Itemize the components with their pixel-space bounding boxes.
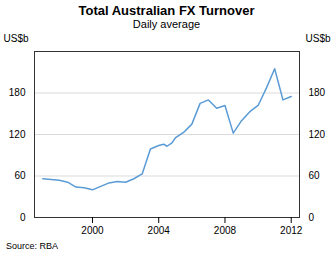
svg-text:2000: 2000	[81, 225, 104, 236]
svg-text:120: 120	[309, 129, 326, 140]
svg-text:60: 60	[14, 170, 26, 181]
html-text:Source: RBA: Source: RBA	[6, 241, 58, 251]
svg-text:2004: 2004	[148, 225, 171, 236]
svg-text:0: 0	[309, 212, 315, 223]
svg-text:2012: 2012	[280, 225, 303, 236]
html-text:Total Australian FX Turnover: Total Australian FX Turnover	[78, 3, 255, 18]
svg-text:180: 180	[9, 87, 26, 98]
svg-text:US$b: US$b	[4, 33, 29, 44]
html-text:Daily average: Daily average	[132, 18, 201, 30]
svg-text:2008: 2008	[214, 225, 237, 236]
svg-text:60: 60	[309, 170, 321, 181]
svg-text:180: 180	[309, 87, 326, 98]
svg-text:0: 0	[20, 212, 26, 223]
svg-text:US$b: US$b	[305, 33, 330, 44]
svg-text:120: 120	[9, 129, 26, 140]
